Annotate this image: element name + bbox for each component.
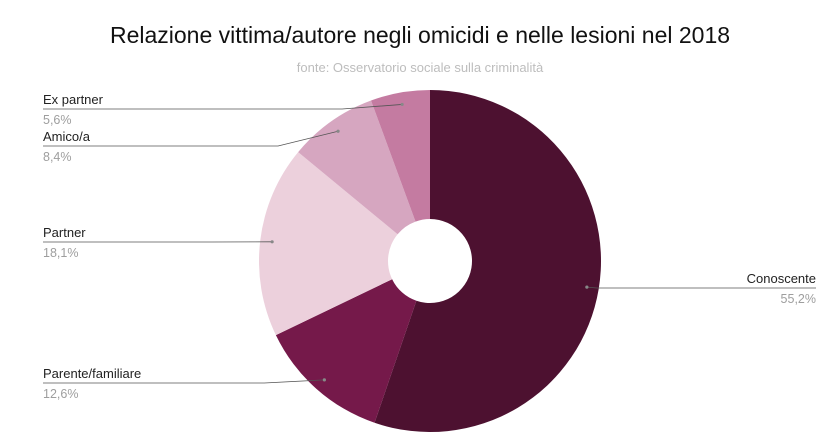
slice-parente-familiare xyxy=(275,279,417,423)
leader-dot-conoscente xyxy=(585,285,589,289)
value-label-amico-a: 8,4% xyxy=(43,150,72,164)
slice-ex-partner xyxy=(371,90,430,222)
value-label-parente-familiare: 12,6% xyxy=(43,387,78,401)
value-label-partner: 18,1% xyxy=(43,246,78,260)
leader-dot-parente-familiare xyxy=(322,378,326,382)
label-parente-familiare: Parente/familiare xyxy=(43,366,141,381)
slice-partner xyxy=(259,152,398,336)
leader-dot-partner xyxy=(270,240,274,244)
slice-conoscente xyxy=(374,90,602,433)
label-amico-a: Amico/a xyxy=(43,129,91,144)
chart-title: Relazione vittima/autore negli omicidi e… xyxy=(109,22,731,48)
value-label-conoscente: 55,2% xyxy=(781,292,816,306)
label-conoscente: Conoscente xyxy=(747,271,816,286)
leader-line-parente-familiare xyxy=(43,379,325,384)
leader-line-conoscente xyxy=(586,286,816,289)
label-ex-partner: Ex partner xyxy=(43,92,104,107)
leader-dot-amico-a xyxy=(336,129,340,133)
chart-subtitle: fonte: Osservatorio sociale sulla crimin… xyxy=(296,60,544,75)
label-partner: Partner xyxy=(43,225,86,240)
value-label-ex-partner: 5,6% xyxy=(43,113,72,127)
leader-dot-ex-partner xyxy=(400,102,404,107)
leader-line-amico-a xyxy=(43,130,339,147)
leader-line-ex-partner xyxy=(43,104,403,110)
